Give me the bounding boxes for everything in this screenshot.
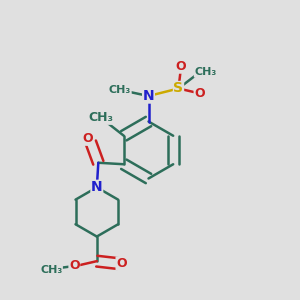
Text: CH₃: CH₃ <box>40 265 62 275</box>
Text: S: S <box>173 82 184 95</box>
Text: CH₃: CH₃ <box>89 111 114 124</box>
Text: N: N <box>143 89 154 103</box>
Text: CH₃: CH₃ <box>109 85 131 95</box>
Text: O: O <box>194 86 205 100</box>
Text: O: O <box>82 132 92 145</box>
Text: O: O <box>176 60 186 73</box>
Text: N: N <box>91 180 103 194</box>
Text: O: O <box>116 257 127 270</box>
Text: O: O <box>69 259 80 272</box>
Text: CH₃: CH₃ <box>194 67 217 77</box>
